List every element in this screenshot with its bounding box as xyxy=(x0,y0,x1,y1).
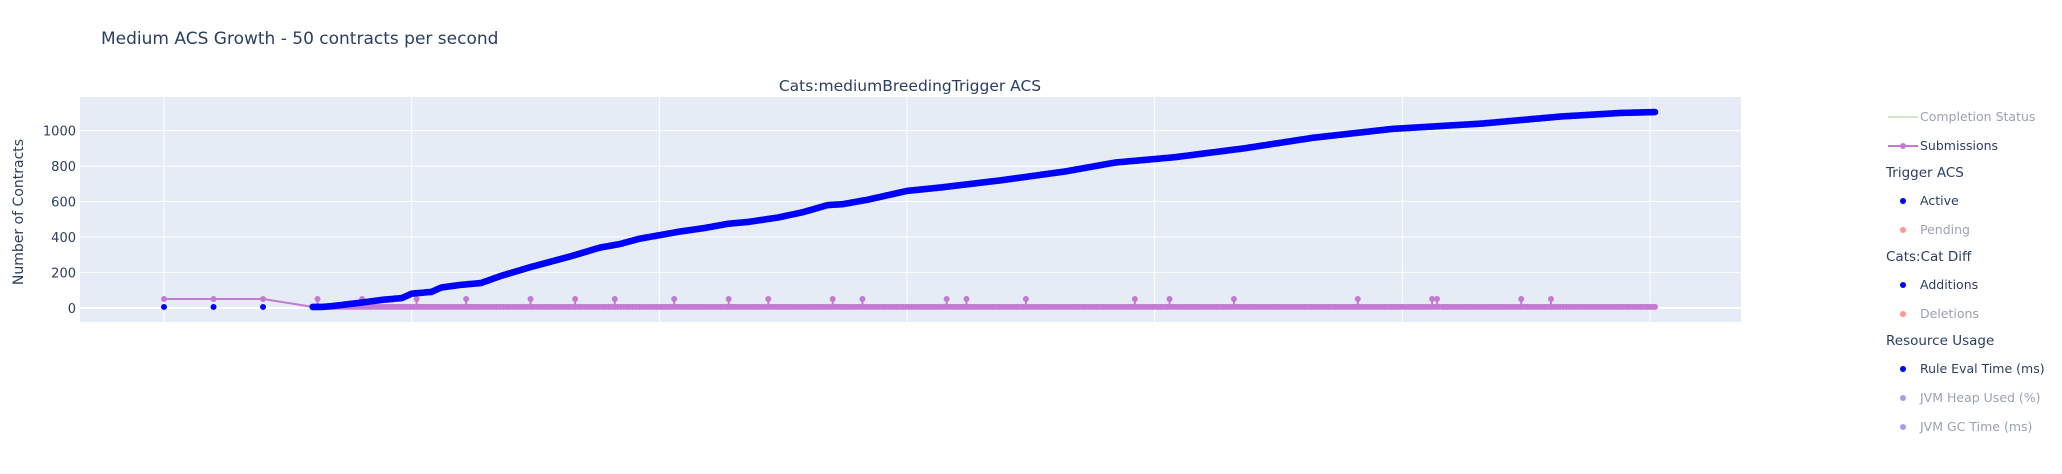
y-axis-label: Number of Contracts xyxy=(11,139,27,285)
legend-group-title: Resource Usage xyxy=(1886,333,1995,349)
y-tick-label: 200 xyxy=(51,266,76,281)
legend-label: Submissions xyxy=(1920,138,1999,153)
submissions-point xyxy=(1652,303,1658,310)
legend-label: Rule Eval Time (ms) xyxy=(1920,361,2045,376)
submissions-point xyxy=(314,295,321,302)
submissions-point xyxy=(210,295,217,302)
legend-item[interactable]: JVM GC Time (ms) xyxy=(1886,412,2062,441)
legend-item[interactable]: Completion Status xyxy=(1886,102,2062,131)
legend-label: Deletions xyxy=(1920,306,1979,321)
submissions-point xyxy=(1230,295,1237,302)
submissions-point xyxy=(1131,295,1138,302)
submissions-point xyxy=(1354,295,1361,302)
submissions-point xyxy=(413,295,420,302)
legend-item[interactable]: Deletions xyxy=(1886,299,2062,328)
active-point xyxy=(1651,108,1659,116)
legend: Completion Status Submissions Trigger ACS A… xyxy=(1886,102,2062,441)
legend-label: Active xyxy=(1920,193,1959,208)
y-tick-label: 600 xyxy=(51,196,76,211)
legend-item[interactable]: Rule Eval Time (ms) xyxy=(1886,354,2062,383)
legend-swatch-icon xyxy=(1886,420,1920,434)
legend-label: JVM Heap Used (%) xyxy=(1920,390,2041,405)
active-point xyxy=(161,303,167,310)
legend-swatch-icon xyxy=(1886,362,1920,376)
submissions-point xyxy=(725,295,732,302)
submissions-point xyxy=(527,295,534,302)
submissions-point xyxy=(829,295,836,302)
legend-label: Additions xyxy=(1920,277,1979,292)
legend-item[interactable]: Additions xyxy=(1886,270,2062,299)
legend-item[interactable]: Pending xyxy=(1886,215,2062,244)
submissions-point xyxy=(463,295,470,302)
y-tick-label: 400 xyxy=(51,231,76,246)
submissions-point xyxy=(765,295,772,302)
submissions-point xyxy=(1429,295,1436,302)
active-series[interactable] xyxy=(161,108,1659,311)
legend-group-title: Trigger ACS xyxy=(1886,165,1964,181)
legend-swatch-icon xyxy=(1886,391,1920,405)
y-tick-label: 1000 xyxy=(43,125,76,140)
legend-item[interactable]: Submissions xyxy=(1886,131,2062,160)
legend-swatch-icon xyxy=(1886,307,1920,321)
submissions-point xyxy=(1022,295,1029,302)
submissions-point xyxy=(963,295,970,302)
submissions-point xyxy=(1547,295,1554,302)
legend-label: JVM GC Time (ms) xyxy=(1920,419,2033,434)
submissions-point xyxy=(161,295,167,302)
plot-background xyxy=(80,97,1741,322)
y-tick-labels: 0 200 400 600 800 1000 xyxy=(43,125,76,317)
active-point xyxy=(210,303,217,310)
submissions-point xyxy=(572,295,579,302)
legend-item[interactable]: Active xyxy=(1886,186,2062,215)
submissions-point xyxy=(1166,295,1173,302)
figure-title: Medium ACS Growth - 50 contracts per sec… xyxy=(101,29,499,49)
subplot-title: Cats:mediumBreedingTrigger ACS xyxy=(778,77,1042,95)
submissions-point xyxy=(611,295,618,302)
submissions-point xyxy=(671,295,678,302)
active-point xyxy=(260,303,267,310)
submissions-point xyxy=(1434,295,1441,302)
legend-swatch-icon xyxy=(1886,139,1920,153)
legend-label: Completion Status xyxy=(1920,109,2036,124)
legend-group-title: Cats:Cat Diff xyxy=(1886,249,1972,265)
legend-label: Pending xyxy=(1920,222,1970,237)
submissions-point xyxy=(859,295,866,302)
legend-swatch-icon xyxy=(1886,223,1920,237)
legend-swatch-icon xyxy=(1886,194,1920,208)
y-tick-label: 0 xyxy=(68,302,76,317)
y-tick-label: 800 xyxy=(51,160,76,175)
submissions-point xyxy=(943,295,950,302)
legend-item[interactable]: JVM Heap Used (%) xyxy=(1886,383,2062,412)
legend-swatch-icon xyxy=(1886,110,1920,124)
legend-swatch-icon xyxy=(1886,278,1920,292)
submissions-point xyxy=(260,295,267,302)
submissions-point xyxy=(1518,295,1525,302)
